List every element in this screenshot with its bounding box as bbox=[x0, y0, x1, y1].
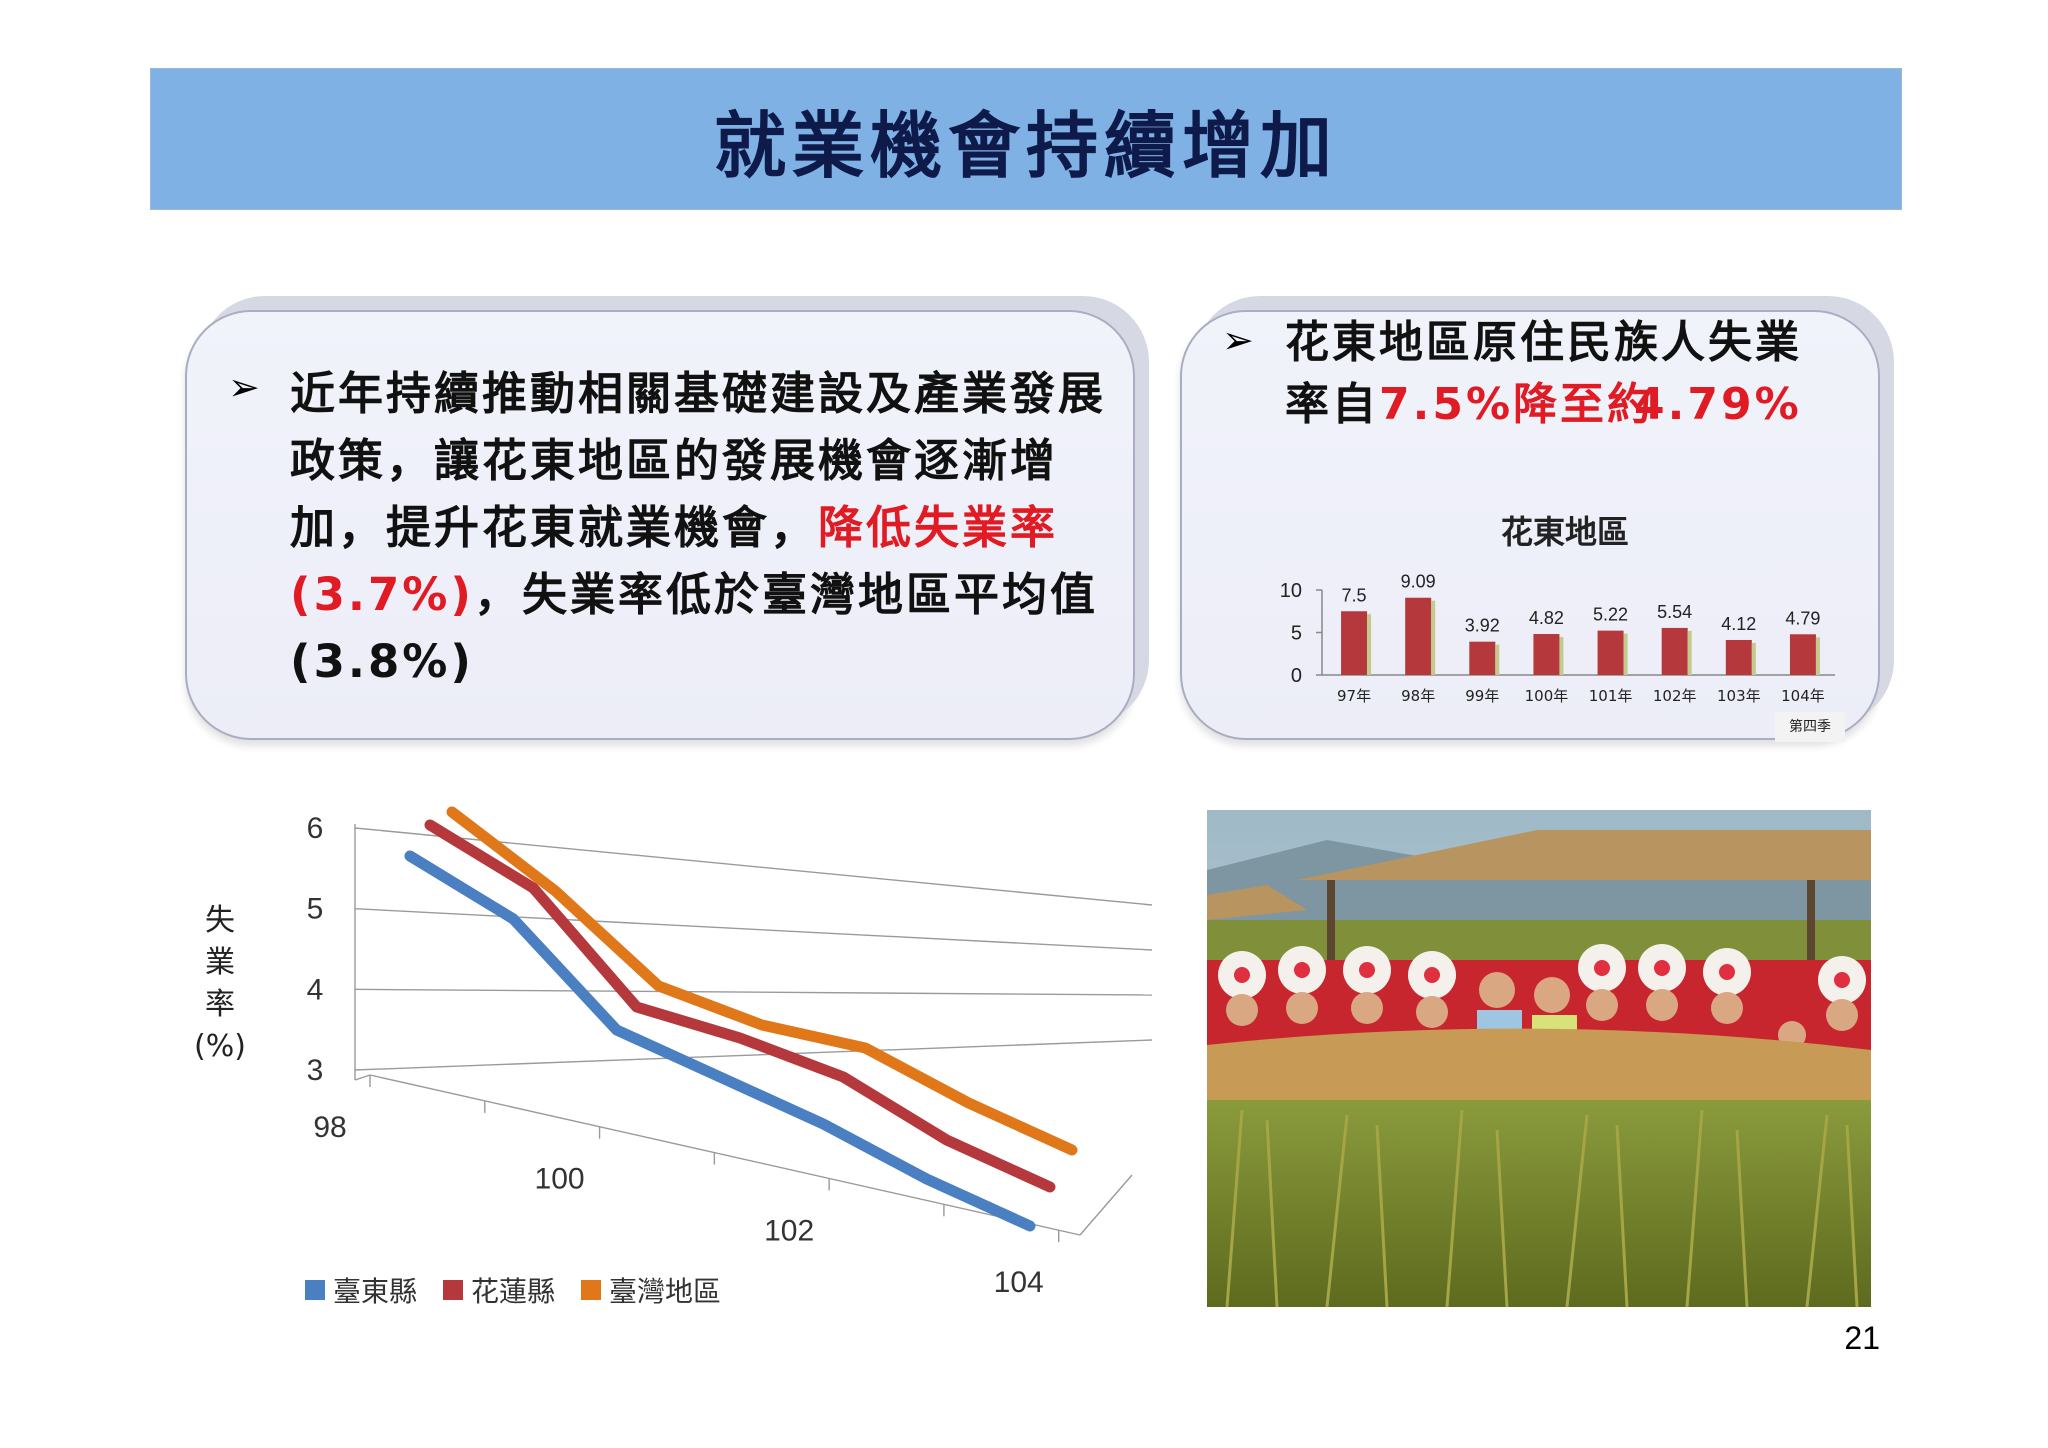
legend-label-hualien: 花蓮縣 bbox=[471, 1275, 556, 1308]
left-info-text: 近年持續推動相關基礎建設及產業發展政策，讓花東地區的發展機會逐漸增加，提升花東就… bbox=[290, 360, 1110, 695]
line-gridline bbox=[354, 988, 1153, 996]
line-floor-left bbox=[354, 1074, 371, 1081]
line-y-tick-label: 5 bbox=[307, 893, 324, 926]
legend-swatch-hualien bbox=[443, 1280, 464, 1300]
harvest-festival-photo bbox=[1207, 810, 1871, 1307]
line-y-tick-label: 3 bbox=[307, 1054, 324, 1087]
right-info-box bbox=[1180, 310, 1880, 740]
bullet-arrow-icon-right: ➢ bbox=[1222, 318, 1254, 362]
ylabel-char-3: 率 bbox=[205, 987, 235, 1022]
right-text-black-1: 花東地區原住民族人失業率自 bbox=[1285, 317, 1802, 430]
page-title: 就業機會持續增加 bbox=[713, 102, 1338, 188]
right-info-text: 花東地區原住民族人失業率自7.5%降至約4.79% bbox=[1285, 312, 1845, 436]
line-y-tick-label: 4 bbox=[307, 973, 324, 1006]
left-text-red-2: (3.7%) bbox=[290, 568, 474, 621]
left-text-black-3: (3.8%) bbox=[290, 635, 474, 688]
right-text-red-1: 7.5% bbox=[1379, 379, 1514, 430]
legend-item-taitung: 臺東縣 bbox=[305, 1270, 417, 1310]
right-text-red-2: 降至約 bbox=[1513, 379, 1655, 430]
left-text-red-1: 降低失業率 bbox=[818, 501, 1059, 554]
photo-illustration bbox=[1207, 810, 1871, 1307]
line-gridline bbox=[354, 907, 1153, 951]
line-chart-ylabel: 失 業 率 (%) bbox=[190, 900, 250, 1068]
left-info-box bbox=[185, 310, 1135, 740]
legend-swatch-taiwan bbox=[581, 1280, 602, 1300]
left-text-black-1: 近年持續推動相關基礎建設及產業發展政策，讓花東地區的發展機會逐漸增加，提升花東就… bbox=[290, 367, 1107, 554]
line-x-tick-label: 98 bbox=[313, 1111, 346, 1144]
line-floor-right bbox=[1079, 1174, 1133, 1236]
page-number: 21 bbox=[1844, 1320, 1880, 1356]
ylabel-char-4: (%) bbox=[194, 1029, 246, 1064]
line-gridline bbox=[354, 1039, 1153, 1071]
line-floor-front bbox=[369, 1074, 1081, 1236]
bullet-arrow-icon: ➢ bbox=[228, 365, 260, 409]
ylabel-char-2: 業 bbox=[205, 945, 235, 980]
legend-item-hualien: 花蓮縣 bbox=[443, 1270, 555, 1310]
ylabel-char-1: 失 bbox=[205, 903, 235, 938]
line-gridline bbox=[354, 827, 1153, 906]
line-x-tick-label: 100 bbox=[535, 1163, 585, 1196]
line-x-tick-label: 102 bbox=[764, 1214, 814, 1247]
line-chart-legend: 臺東縣 花蓮縣 臺灣地區 bbox=[305, 1270, 721, 1310]
line-x-tick-label: 104 bbox=[994, 1266, 1044, 1299]
line-series bbox=[404, 850, 1036, 1232]
legend-item-taiwan: 臺灣地區 bbox=[581, 1270, 721, 1310]
line-series bbox=[424, 819, 1056, 1193]
line-series bbox=[446, 806, 1078, 1156]
legend-label-taitung: 臺東縣 bbox=[333, 1275, 418, 1308]
legend-swatch-taitung bbox=[305, 1280, 325, 1300]
line-y-tick-label: 6 bbox=[307, 812, 324, 845]
legend-label-taiwan: 臺灣地區 bbox=[609, 1275, 722, 1308]
title-bar: 就業機會持續增加 bbox=[150, 68, 1902, 210]
line-chart-grid: 6 5 4 3 98 100 102 104 bbox=[307, 812, 1153, 1299]
line-chart-marks bbox=[404, 806, 1078, 1232]
bar-chart-category-note: 第四季 bbox=[1775, 712, 1845, 742]
left-text-black-2: ，失業率低於臺灣地區平均值 bbox=[473, 568, 1098, 621]
right-text-red-3: 4.79% bbox=[1634, 379, 1802, 430]
